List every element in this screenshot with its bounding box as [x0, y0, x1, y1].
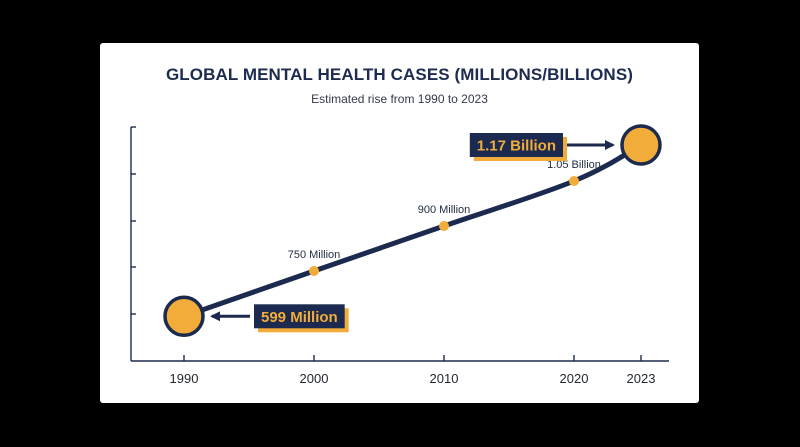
- data-point: [309, 266, 319, 276]
- callout: 599 Million: [210, 304, 349, 333]
- data-label: 1.05 Billion: [547, 159, 601, 171]
- data-point: [569, 176, 579, 186]
- x-tick-label: 2023: [627, 371, 656, 386]
- chart-title: GLOBAL MENTAL HEALTH CASES (MILLIONS/BIL…: [165, 65, 634, 84]
- callout: 1.17 Billion: [469, 133, 615, 161]
- x-tick-label: 2010: [430, 371, 459, 386]
- data-point: [439, 221, 449, 231]
- line-chart: 1990 2000 2010 2020 2023 750 Million 900 Milli…: [130, 124, 669, 386]
- callout-label: 599 Million: [261, 309, 338, 326]
- x-tick-label: 1990: [170, 371, 199, 386]
- callout-label: 1.17 Billion: [477, 138, 556, 155]
- chart-card: GLOBAL MENTAL HEALTH CASES (MILLIONS/BIL…: [100, 43, 699, 403]
- callout-box: [254, 304, 345, 329]
- data-label: 750 Million: [288, 249, 341, 261]
- data-label: 900 Million: [418, 204, 471, 216]
- x-tick-label: 2020: [560, 371, 589, 386]
- highlight-point: [620, 124, 662, 166]
- x-tick-label: 2000: [300, 371, 329, 386]
- series-line: [181, 142, 644, 319]
- chart-subtitle: Estimated rise from 1990 to 2023: [311, 92, 488, 106]
- callout-box: [469, 133, 563, 157]
- highlight-point: [163, 295, 205, 338]
